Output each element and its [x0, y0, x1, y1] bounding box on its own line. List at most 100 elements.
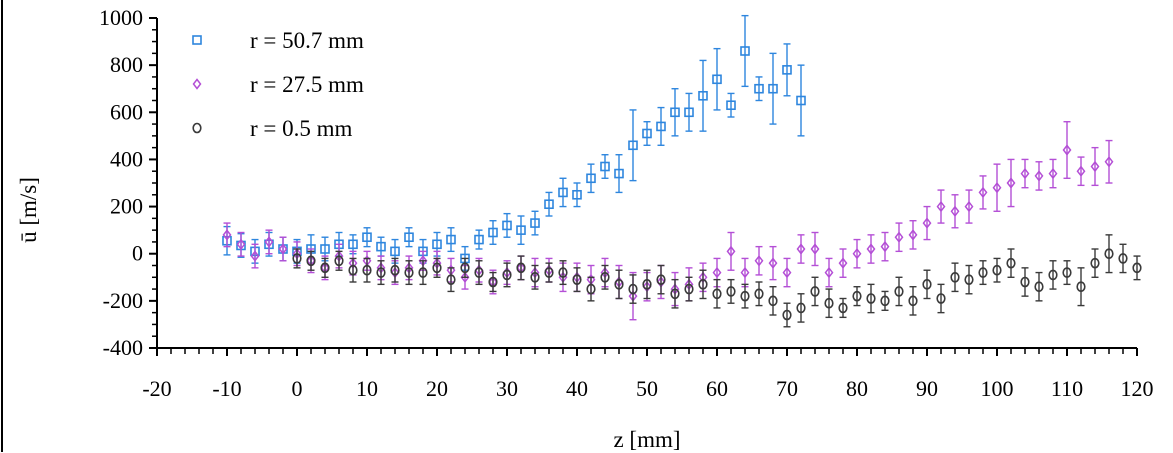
data-point — [642, 279, 652, 290]
data-point — [474, 234, 484, 245]
x-tick-label: 60 — [706, 376, 728, 401]
data-point — [810, 243, 820, 255]
data-point — [964, 274, 974, 285]
data-point — [404, 267, 414, 278]
data-point — [894, 286, 904, 297]
data-point — [390, 246, 400, 257]
data-point — [558, 267, 568, 278]
data-point — [432, 262, 442, 274]
data-point — [446, 234, 456, 245]
legend-marker — [192, 122, 202, 134]
series-0 — [222, 14, 806, 271]
data-point — [838, 302, 848, 314]
data-point — [642, 128, 652, 139]
data-point — [922, 217, 932, 229]
data-point — [782, 266, 792, 279]
data-point — [376, 267, 386, 278]
x-tick-label: 100 — [981, 376, 1014, 401]
data-point — [740, 266, 750, 279]
data-point — [600, 161, 610, 172]
data-point — [460, 271, 470, 284]
data-point — [628, 140, 638, 151]
data-point — [754, 255, 764, 267]
data-point — [516, 225, 526, 235]
y-tick-label: 200 — [110, 194, 143, 219]
data-point — [866, 293, 876, 304]
data-point — [362, 264, 372, 276]
legend-marker — [192, 78, 202, 90]
data-point — [558, 187, 568, 198]
data-point — [488, 276, 498, 288]
data-point — [726, 286, 736, 297]
legend: r = 50.7 mm r = 27.5 mm r = 0.5 mm — [192, 28, 364, 141]
data-point — [292, 253, 302, 264]
data-point — [978, 186, 988, 199]
data-point — [250, 250, 260, 262]
legend-marker — [192, 35, 202, 45]
x-axis-title: z [mm] — [613, 427, 680, 452]
data-point — [1062, 267, 1072, 278]
y-tick-label: -400 — [103, 335, 143, 360]
data-point — [530, 218, 540, 228]
data-point — [698, 279, 708, 290]
x-tick-label: 80 — [846, 376, 868, 401]
data-point — [502, 220, 512, 231]
data-point — [824, 297, 834, 309]
data-point — [992, 181, 1002, 194]
data-point — [222, 229, 232, 241]
y-tick-label: 800 — [110, 52, 143, 77]
data-point — [964, 200, 974, 213]
data-point — [782, 309, 792, 321]
data-point — [516, 262, 526, 274]
data-point — [684, 107, 694, 118]
data-point — [264, 236, 274, 248]
data-point — [754, 83, 764, 94]
data-point — [1006, 257, 1016, 269]
data-point — [502, 269, 512, 281]
data-point — [446, 274, 456, 285]
data-point — [1062, 144, 1072, 156]
data-point — [572, 189, 582, 200]
data-point — [572, 274, 582, 285]
x-tick-label: 50 — [636, 376, 658, 401]
legend-label: r = 0.5 mm — [250, 116, 353, 141]
data-point — [740, 290, 750, 302]
legend-label: r = 27.5 mm — [250, 72, 364, 97]
data-point — [908, 229, 918, 241]
data-point — [922, 279, 932, 290]
data-point — [1076, 281, 1086, 293]
data-point — [376, 241, 386, 252]
y-tick-label: 400 — [110, 146, 143, 171]
data-point — [936, 200, 946, 213]
data-point — [768, 257, 778, 269]
data-point — [1048, 167, 1058, 180]
data-point — [866, 243, 876, 255]
series-1 — [222, 121, 1114, 321]
data-point — [278, 243, 288, 255]
data-point — [320, 262, 330, 274]
data-point — [404, 232, 414, 243]
data-point — [978, 267, 988, 278]
data-point — [1104, 156, 1114, 168]
data-point — [880, 295, 890, 307]
data-point — [726, 100, 736, 111]
data-point — [362, 232, 372, 243]
x-tick-label: -20 — [142, 376, 171, 401]
data-point — [1118, 253, 1128, 264]
data-point — [530, 271, 540, 283]
data-point — [712, 266, 722, 279]
x-tick-label: 70 — [776, 376, 798, 401]
data-point — [488, 227, 498, 238]
data-point — [432, 239, 442, 250]
data-point — [824, 266, 834, 279]
data-point — [1076, 165, 1086, 177]
y-tick-label: 600 — [110, 99, 143, 124]
x-tick-label: 90 — [916, 376, 938, 401]
data-point — [418, 267, 428, 278]
data-point — [992, 264, 1002, 276]
data-point — [1034, 170, 1044, 182]
data-point — [586, 283, 596, 295]
data-point — [950, 205, 960, 218]
data-point — [544, 267, 554, 278]
data-point — [1006, 177, 1016, 189]
